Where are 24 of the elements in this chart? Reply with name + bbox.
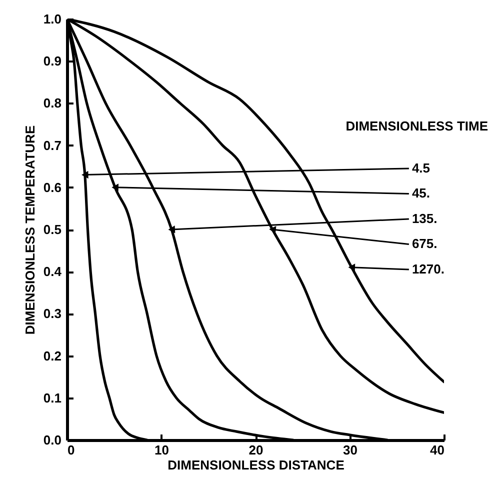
y-tick-label: 0.3 bbox=[43, 306, 62, 322]
y-tick-label: 0.8 bbox=[43, 96, 62, 111]
y-tick-label: 1.0 bbox=[43, 12, 62, 26]
y-tick-label: 0.7 bbox=[43, 138, 62, 153]
text: 45. bbox=[412, 186, 430, 201]
y-tick-label: 0.1 bbox=[43, 390, 62, 406]
x-tick-label: 20 bbox=[248, 442, 264, 458]
text: 135. bbox=[412, 210, 438, 226]
legend-label: 1270. bbox=[412, 261, 444, 276]
y-tick-label: 0.2 bbox=[43, 348, 62, 364]
x-tick-label: 30 bbox=[343, 442, 358, 458]
x-axis-title: DIMENSIONLESS DISTANCE bbox=[168, 458, 345, 472]
y-tick-label: 0.9 bbox=[43, 54, 62, 69]
y-axis-title: DIMENSIONLESS TEMPERATURE bbox=[22, 125, 38, 335]
legend-title: DIMENSIONLESS TIME bbox=[346, 118, 488, 134]
x-tick-label: 10 bbox=[154, 442, 169, 458]
text: 675. bbox=[412, 236, 438, 252]
x-tick-label: 0 bbox=[68, 442, 75, 458]
x-tick-label: 40 bbox=[430, 442, 444, 458]
y-tick-label: 0.5 bbox=[43, 222, 62, 237]
text: 4.5 bbox=[412, 160, 430, 176]
y-tick-label: 0.6 bbox=[43, 180, 62, 195]
y-tick-label: 0.4 bbox=[43, 264, 62, 280]
y-tick-label: 0.0 bbox=[43, 432, 62, 448]
